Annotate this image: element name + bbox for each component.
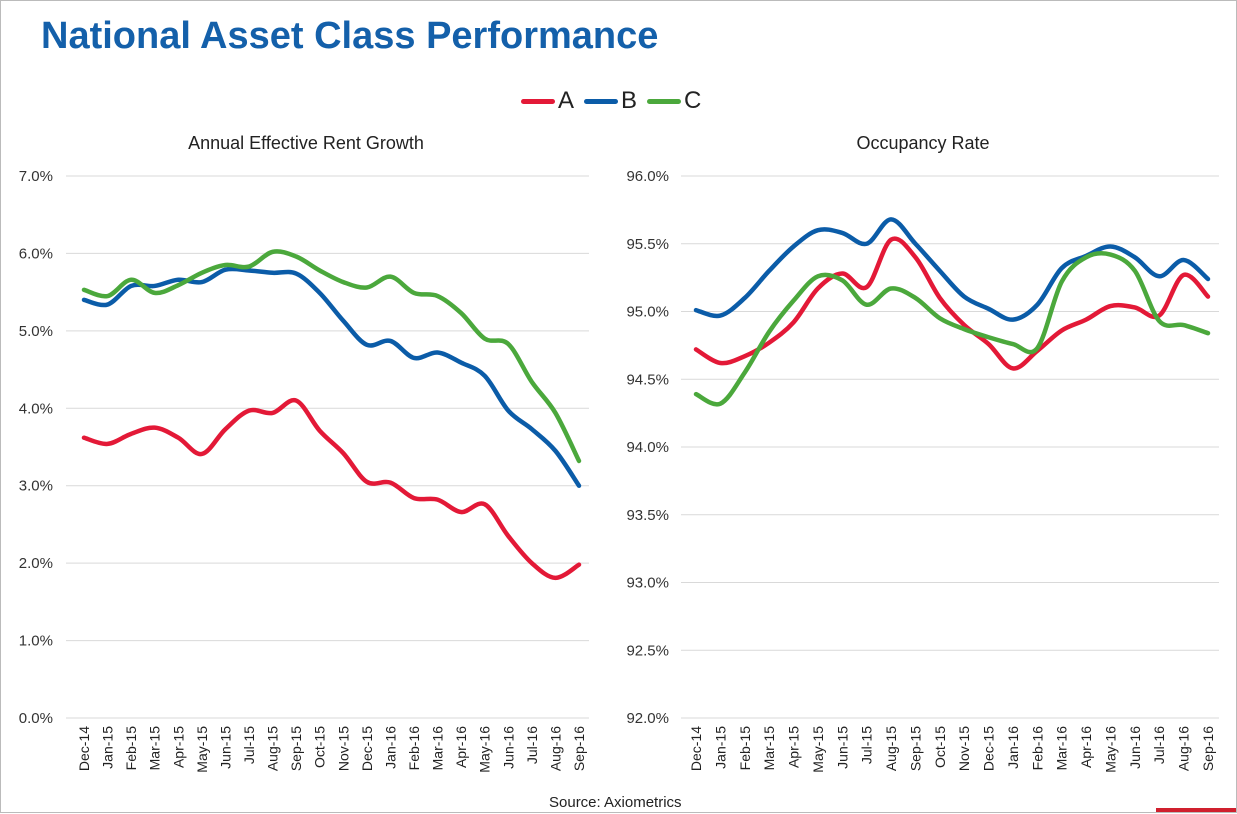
x-tick-label: Jun-15 [217,726,233,769]
chart-1: Annual Effective Rent Growth 0.0% 1.0% 2.0%… [19,133,589,773]
y-tick-label: 2.0% [19,555,53,572]
legend-label-b: B [621,87,638,114]
x-tick-label: Aug-15 [265,726,281,771]
x-tick-label: Mar-16 [1054,726,1070,771]
x-tick-label: Apr-16 [453,726,469,768]
y-tick-label: 6.0% [19,245,53,262]
x-tick-label: Jul-16 [1151,726,1167,764]
x-tick-label: Dec-14 [76,726,92,771]
series-line-a [81,397,582,581]
x-tick-label: Sep-15 [288,726,304,771]
x-tick-label: Jul-16 [524,726,540,764]
x-tick-label: Mar-16 [430,726,446,771]
legend-swatch-c [647,98,682,104]
legend: A B C [521,87,701,115]
x-tick-label: Apr-16 [1078,726,1094,768]
x-tick-label: May-16 [477,726,493,773]
x-tick-label: Sep-16 [1200,726,1216,771]
series-line-b [81,266,582,488]
legend-item-b: B [584,87,637,115]
x-tick-label: Jan-15 [100,726,116,769]
x-tick-label: Feb-16 [1029,726,1045,771]
x-tick-label: May-15 [810,726,826,773]
series-line-c [693,251,1211,407]
x-tick-label: Jan-16 [382,726,398,769]
y-tick-label: 4.0% [19,400,53,417]
x-tick-label: Sep-15 [907,726,923,771]
y-tick-label: 3.0% [19,478,53,495]
x-tick-label: Dec-15 [359,726,375,771]
y-tick-label: 95.0% [626,304,669,321]
x-tick-label: Aug-15 [883,726,899,771]
x-tick-label: Jan-15 [712,726,728,769]
x-tick-label: Nov-15 [956,726,972,771]
legend-label-a: A [558,87,575,114]
page-title: National Asset Class Performance [41,15,659,57]
x-tick-label: Jul-15 [859,726,875,764]
x-tick-label: Sep-16 [571,726,587,771]
y-tick-label: 5.0% [19,323,53,340]
x-tick-label: Mar-15 [761,726,777,771]
x-tick-label: Dec-15 [981,726,997,771]
x-tick-label: Jan-16 [1005,726,1021,769]
y-tick-label: 92.5% [626,642,669,659]
x-tick-label: Aug-16 [1176,726,1192,771]
x-tick-label: Jun-16 [1127,726,1143,769]
y-tick-label: 94.5% [626,371,669,388]
legend-item-c: C [647,87,701,115]
x-tick-label: Feb-16 [406,726,422,771]
x-tick-label: May-16 [1102,726,1118,773]
legend-swatch-a [521,98,555,104]
chart-title: Annual Effective Rent Growth [188,133,424,153]
corner-accent [1156,808,1236,812]
x-tick-label: Apr-15 [170,726,186,768]
series-line-b [693,217,1211,322]
legend-item-a: A [521,87,574,115]
y-tick-label: 94.0% [626,439,669,456]
x-tick-label: Feb-15 [737,726,753,771]
source-note: Source: Axiometrics [549,794,682,811]
y-tick-label: 92.0% [626,710,669,727]
y-tick-label: 7.0% [19,168,53,185]
x-tick-label: Jul-15 [241,726,257,764]
x-tick-label: Feb-15 [123,726,139,771]
y-tick-label: 96.0% [626,168,669,185]
x-tick-label: Nov-15 [335,726,351,771]
x-tick-label: Aug-16 [547,726,563,771]
legend-swatch-b [584,98,619,104]
y-tick-label: 1.0% [19,633,53,650]
x-tick-label: May-15 [194,726,210,773]
y-tick-label: 0.0% [19,710,53,727]
chart-2: Occupancy Rate 92.0% 92.5% 93.0% 93.5% 94.0% 9… [626,133,1219,773]
x-tick-label: Jun-16 [500,726,516,769]
x-tick-label: Oct-15 [932,726,948,768]
y-tick-label: 93.0% [626,575,669,592]
x-tick-label: Apr-15 [786,726,802,768]
legend-label-c: C [684,87,702,114]
x-tick-label: Mar-15 [147,726,163,771]
x-tick-label: Jun-15 [834,726,850,769]
series-line-c [81,249,582,464]
series-line-a [693,236,1211,371]
chart-title: Occupancy Rate [856,133,989,153]
x-tick-label: Oct-15 [312,726,328,768]
y-tick-label: 95.5% [626,236,669,253]
y-tick-label: 93.5% [626,507,669,524]
x-tick-label: Dec-14 [688,726,704,771]
